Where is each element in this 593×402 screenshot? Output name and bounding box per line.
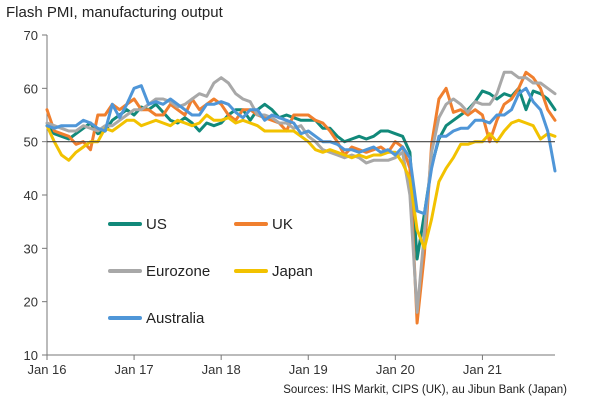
chart-title: Flash PMI, manufacturing output	[6, 4, 223, 21]
x-axis: Jan 16 Jan 17 Jan 18 Jan 19 Jan 20 Jan 21	[27, 354, 555, 377]
source-note: Sources: IHS Markit, CIPS (UK), au Jibun…	[283, 384, 567, 396]
legend-label: US	[146, 216, 167, 233]
x-tick-label: Jan 19	[289, 362, 328, 377]
series-group	[45, 70, 557, 325]
legend-item-australia: Australia	[108, 310, 205, 327]
legend-item-japan: Japan	[234, 263, 313, 280]
x-tick-label: Jan 20	[376, 362, 415, 377]
x-tick-label: Jan 21	[463, 362, 502, 377]
y-tick-label: 10	[24, 348, 38, 363]
y-tick-label: 30	[24, 241, 38, 256]
legend-item-us: US	[108, 216, 167, 233]
legend-label: Eurozone	[146, 263, 210, 280]
series-line-japan	[45, 113, 557, 250]
legend: US UK Eurozone Japan Australia	[108, 216, 313, 327]
y-tick-label: 50	[24, 135, 38, 150]
x-tick-label: Jan 17	[115, 362, 154, 377]
y-axis: 10 20 30 40 50 60 70	[24, 28, 48, 363]
legend-label: UK	[272, 216, 293, 233]
y-tick-label: 70	[24, 28, 38, 43]
series-line-australia	[45, 84, 557, 216]
legend-label: Australia	[146, 310, 205, 327]
legend-item-uk: UK	[234, 216, 293, 233]
y-tick-label: 60	[24, 81, 38, 96]
x-tick-label: Jan 18	[202, 362, 241, 377]
y-tick-label: 20	[24, 295, 38, 310]
x-tick-label: Jan 16	[27, 362, 66, 377]
series-line-uk	[45, 70, 557, 325]
y-tick-label: 40	[24, 188, 38, 203]
legend-item-eurozone: Eurozone	[108, 263, 210, 280]
series-line-eurozone	[45, 70, 557, 314]
legend-label: Japan	[272, 263, 313, 280]
